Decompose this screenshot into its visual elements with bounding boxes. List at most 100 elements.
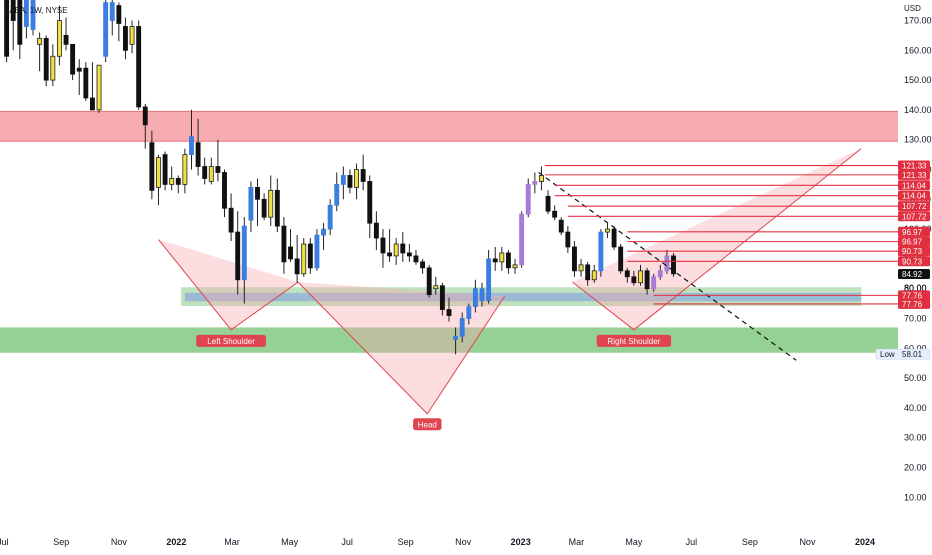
svg-text:80.00: 80.00 <box>904 283 927 293</box>
x-axis[interactable]: Jul Sep Nov 2022 Mar May Jul Sep Nov 2023 Mar May Ju… <box>0 537 875 547</box>
candle <box>307 238 313 274</box>
x-tick-label: Sep <box>742 537 758 547</box>
candle <box>63 17 69 51</box>
candle <box>301 238 307 277</box>
candle <box>281 217 287 274</box>
candle <box>30 0 36 36</box>
x-tick-label: May <box>281 537 299 547</box>
candle <box>393 238 399 265</box>
candle <box>439 282 445 316</box>
x-tick-label: Jul <box>686 537 698 547</box>
zone-0 <box>0 111 898 142</box>
candles-layer <box>4 0 676 355</box>
price-tag: 84.92 <box>898 269 930 280</box>
y-tick-label: 80.00 <box>904 284 927 294</box>
candle <box>248 181 254 233</box>
ticker-label[interactable]: BABA, 1W, NYSE <box>4 6 68 15</box>
candle <box>446 297 452 322</box>
candle <box>294 235 300 283</box>
currency-label: USD <box>904 4 921 13</box>
candle <box>472 279 478 313</box>
candle <box>585 261 591 286</box>
candle <box>373 211 379 250</box>
price-tag: 114.04 <box>898 190 930 201</box>
candle <box>486 249 492 304</box>
candle <box>453 327 459 355</box>
candle <box>189 109 194 170</box>
candle <box>591 264 597 283</box>
svg-text:77.76: 77.76 <box>902 291 923 300</box>
pattern-fill-head <box>298 282 505 414</box>
x-tick-label: Sep <box>398 537 414 547</box>
candle <box>222 169 227 218</box>
pattern-line-right_shoulder <box>572 148 862 331</box>
x-tick-label: 2024 <box>855 537 875 547</box>
candle <box>136 20 142 110</box>
price-tag: 107.72 <box>898 201 930 212</box>
candle <box>545 190 551 215</box>
annotation-2[interactable]: Right Shoulder <box>596 334 672 347</box>
svg-text:84.92: 84.92 <box>902 270 923 279</box>
candle <box>558 217 564 236</box>
candle <box>215 139 221 182</box>
y-tick-label: 130.00 <box>904 135 932 145</box>
candle <box>367 175 373 239</box>
candle <box>459 312 465 343</box>
price-tag: 77.76 <box>898 298 930 309</box>
candle <box>123 17 128 60</box>
zones-layer <box>0 110 898 353</box>
y-tick-label: 10.00 <box>904 492 927 502</box>
zone-3 <box>184 292 862 302</box>
candle <box>572 241 577 277</box>
svg-text:121.33: 121.33 <box>902 162 927 171</box>
candle <box>578 258 584 277</box>
candle <box>664 249 670 274</box>
candle <box>525 178 531 218</box>
candle <box>37 32 43 72</box>
candle <box>50 44 56 87</box>
candle <box>149 130 155 200</box>
zone-1 <box>0 327 898 353</box>
candle <box>618 244 624 274</box>
candle <box>552 205 558 221</box>
candle <box>598 229 604 277</box>
svg-text:90.73: 90.73 <box>902 257 923 266</box>
x-tick-label: May <box>625 537 643 547</box>
y-tick-label: 60.00 <box>904 343 927 353</box>
price-tag: 121.33 <box>898 160 930 171</box>
annotation-0[interactable]: Left Shoulder <box>196 334 267 347</box>
candle <box>340 166 346 200</box>
price-tag: 90.73 <box>898 256 930 267</box>
y-tick-label: 150.00 <box>904 75 932 85</box>
x-tick-label: Nov <box>799 537 816 547</box>
price-tags-layer: 121.33121.33114.04114.04107.72107.7296.9… <box>875 160 931 360</box>
trendline[interactable] <box>538 171 797 361</box>
candle <box>512 258 518 274</box>
y-tick-label: 20.00 <box>904 463 927 473</box>
y-tick-label: 140.00 <box>904 105 932 115</box>
x-tick-label: 2023 <box>511 537 531 547</box>
x-tick-label: Mar <box>224 537 240 547</box>
candle <box>347 169 353 194</box>
candle <box>89 62 95 111</box>
price-tag: 107.72 <box>898 211 930 222</box>
x-tick-label: Jul <box>0 537 9 547</box>
annotations-layer: Left Shoulder Head Right Shoulder <box>196 334 672 431</box>
price-tag: 90.73 <box>898 246 930 257</box>
candle <box>354 163 360 200</box>
candle <box>360 154 366 191</box>
candle <box>241 217 247 304</box>
candle <box>175 175 181 194</box>
y-tick-label: 160.00 <box>904 45 932 55</box>
candle <box>182 148 188 194</box>
annotation-1[interactable]: Head <box>413 418 442 431</box>
candle <box>4 0 10 63</box>
svg-text:114.04: 114.04 <box>902 192 926 201</box>
candle <box>334 172 340 212</box>
candle <box>56 5 62 66</box>
candle <box>651 273 657 292</box>
candle <box>103 0 109 63</box>
candle <box>109 0 115 36</box>
candle <box>83 62 89 101</box>
